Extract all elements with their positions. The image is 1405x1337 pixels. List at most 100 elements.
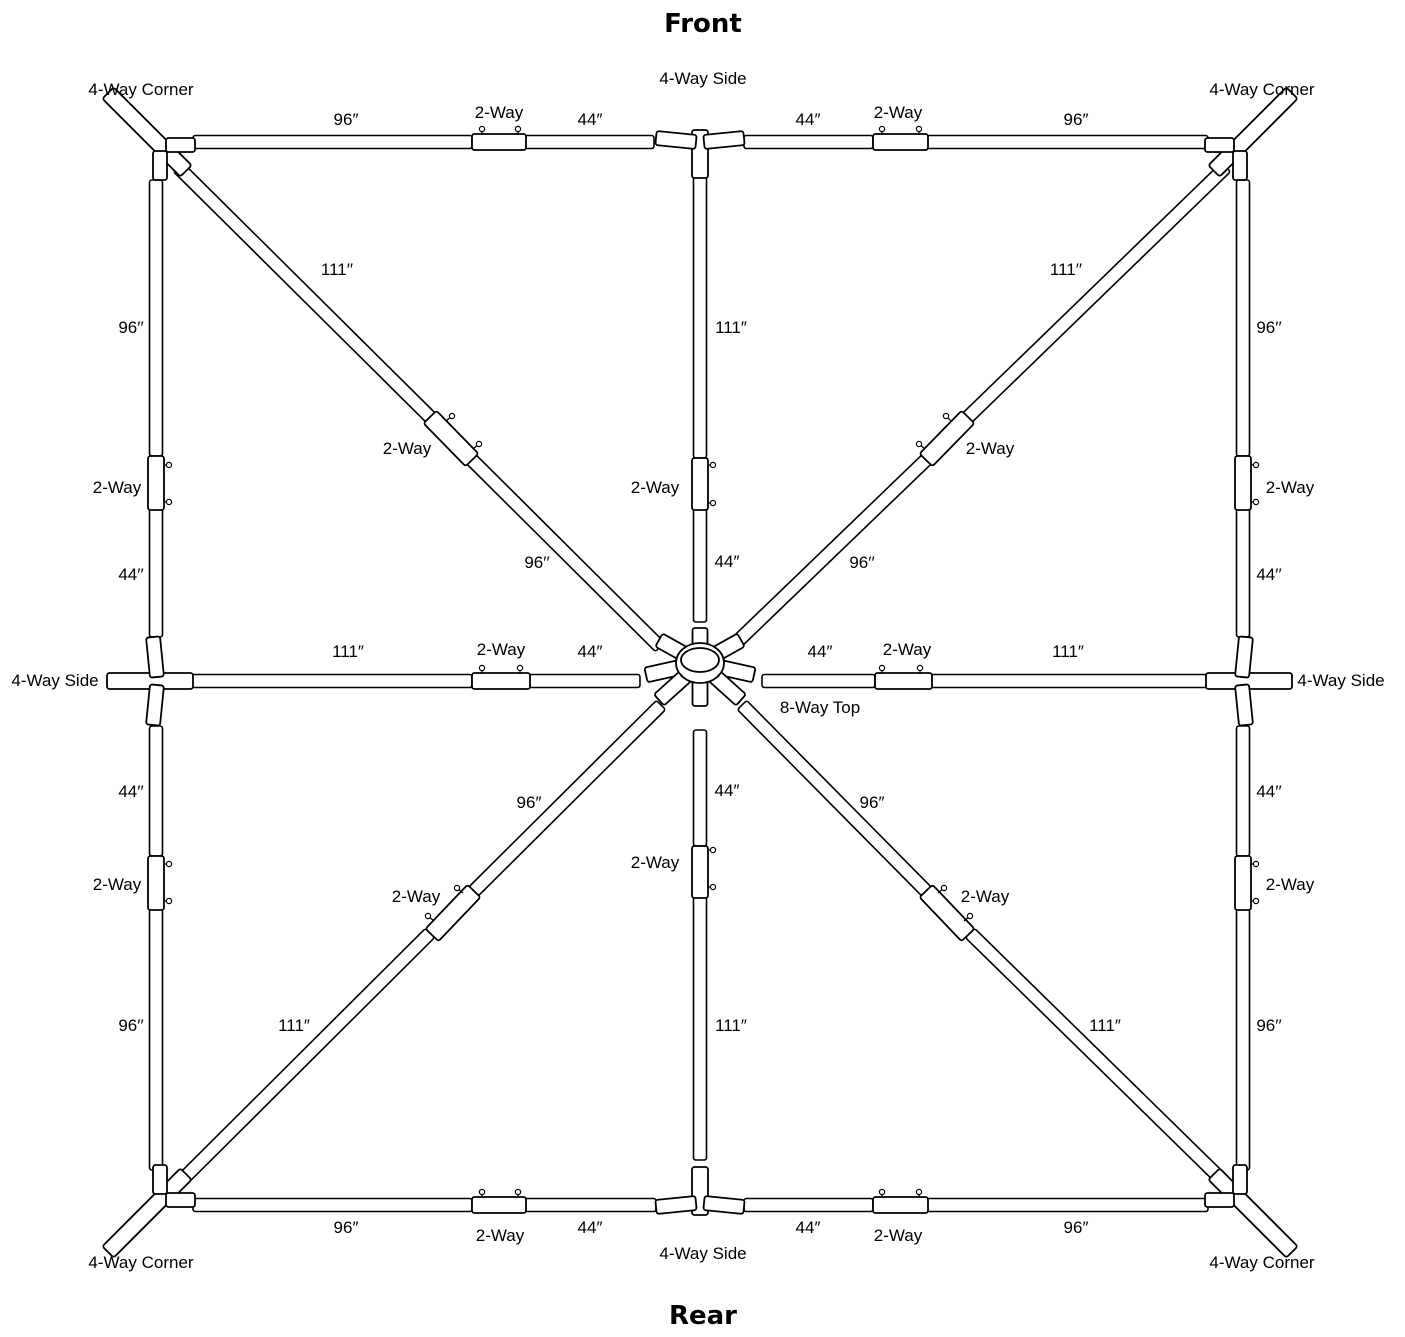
- pipe-right-upper-44-group: [1235, 507, 1251, 638]
- length-bottom-left-44: 44″: [578, 1218, 603, 1237]
- pin-top-left-b: [514, 125, 522, 133]
- length-right-lower-44: 44′′: [1256, 782, 1281, 801]
- length-left-lower-96: 96′′: [118, 1016, 143, 1035]
- length-center-upper-111: 111″: [715, 318, 747, 337]
- pipe-bottom-left-96: [192, 1197, 473, 1213]
- pipe-bottom-left-44-group: [523, 1197, 657, 1213]
- length-top-left-96: 96″: [334, 110, 359, 129]
- pin-mid-right-b: [916, 664, 924, 672]
- pin-mid-left-b: [516, 664, 524, 672]
- pin-diag-tl-a: [448, 412, 456, 420]
- pipe-bottom-left-96-group: [192, 1197, 473, 1213]
- length-top-left-44: 44″: [578, 110, 603, 129]
- fitting-corner-tr-v-group: [1232, 150, 1248, 181]
- pin-diag-tr-b: [915, 440, 923, 448]
- pipe-left-upper-96-group: [148, 179, 164, 457]
- fitting-side-bottom-right-group: [702, 1195, 746, 1215]
- pipe-mid-right-44-group: [761, 673, 876, 689]
- pipe-diag-tr-111: [961, 162, 1231, 424]
- pipe-diag-br-111: [965, 928, 1225, 1183]
- coupler-right-lower-group: [1234, 855, 1252, 911]
- fitting-corner-tr-diag: [1208, 87, 1298, 177]
- length-diag-br-111: 111″: [1089, 1016, 1121, 1035]
- coupler-bottom-right: [872, 1196, 929, 1214]
- coupler-top-left-group: [471, 133, 527, 151]
- length-bottom-left-96: 96″: [334, 1218, 359, 1237]
- fitting-side-bottom-left: [654, 1195, 698, 1215]
- label-2way-left-upper: 2-Way: [93, 478, 142, 497]
- fitting-corner-tr-v: [1232, 150, 1248, 181]
- pipe-diag-bl-111: [179, 928, 435, 1183]
- pipe-left-upper-44: [148, 507, 164, 638]
- fitting-corner-br-diag-group: [1208, 1168, 1298, 1258]
- pipe-diag-br-96: [737, 700, 933, 898]
- pin-diag-tl-b: [475, 440, 483, 448]
- pipe-diag-tr-96: [733, 453, 933, 646]
- pin-diag-tr-a: [942, 412, 950, 420]
- label-2way-bottom-right: 2-Way: [874, 1226, 923, 1245]
- pin-left-upper-a: [165, 461, 173, 469]
- pin-top-left-a: [478, 125, 486, 133]
- pipe-mid-left-44: [527, 673, 641, 689]
- coupler-bottom-left: [471, 1196, 527, 1214]
- pipe-right-upper-96-group: [1235, 179, 1251, 457]
- coupler-right-lower: [1234, 855, 1252, 911]
- coupler-diag-tr-group: [919, 410, 975, 467]
- pin-bottom-right-b: [915, 1188, 923, 1196]
- pipe-bottom-right-96: [925, 1197, 1209, 1213]
- length-diag-br-96: 96″: [860, 793, 885, 812]
- pipe-top-left-44-group: [523, 134, 655, 150]
- pipe-left-upper-96: [148, 179, 164, 457]
- pin-right-upper-b: [1252, 498, 1260, 506]
- coupler-mid-right: [874, 672, 933, 690]
- title-front: Front: [664, 9, 742, 39]
- fitting-corner-tl-v-group: [152, 150, 168, 181]
- fitting-corner-br-v: [1232, 1164, 1248, 1195]
- fitting-side-top-left-group: [654, 130, 698, 150]
- coupler-mid-right-group: [874, 672, 933, 690]
- label-2way-top-right: 2-Way: [874, 103, 923, 122]
- coupler-left-lower-group: [147, 855, 165, 911]
- pin-diag-bl-b: [424, 912, 432, 920]
- pipe-right-upper-44: [1235, 507, 1251, 638]
- length-right-upper-44: 44′′: [1256, 565, 1281, 584]
- length-bottom-right-44: 44″: [796, 1218, 821, 1237]
- pin-left-lower-b: [165, 897, 173, 905]
- coupler-diag-tl: [423, 410, 479, 467]
- pipe-right-lower-96: [1235, 907, 1251, 1171]
- length-bottom-right-96: 96″: [1064, 1218, 1089, 1237]
- fitting-corner-br-h: [1204, 1192, 1235, 1208]
- fitting-side-left-down: [145, 683, 165, 727]
- label-center-top: 8-Way Top: [780, 698, 860, 717]
- pipe-diag-tr-111-group: [961, 162, 1231, 424]
- fitting-corner-tl-v: [152, 150, 168, 181]
- label-corner-top-right: 4-Way Corner: [1209, 80, 1315, 99]
- pipe-diag-bl-111-group: [179, 928, 435, 1183]
- fitting-corner-tl-h-group: [165, 137, 196, 153]
- length-right-lower-96: 96′′: [1256, 1016, 1281, 1035]
- label-2way-top-left: 2-Way: [475, 103, 524, 122]
- label-2way-diag-top-left: 2-Way: [383, 439, 432, 458]
- label-2way-center-upper: 2-Way: [631, 478, 680, 497]
- pin-bottom-left-a: [478, 1188, 486, 1196]
- label-2way-bottom-left: 2-Way: [476, 1226, 525, 1245]
- fitting-corner-tr-diag-group: [1208, 87, 1298, 177]
- length-left-upper-44: 44′′: [118, 565, 143, 584]
- pipe-diag-br-96-group: [737, 700, 933, 898]
- pin-bottom-left-b: [514, 1188, 522, 1196]
- pipe-bottom-left-44: [523, 1197, 657, 1213]
- pin-diag-br-a: [940, 884, 948, 892]
- fitting-layer: [102, 87, 1298, 1258]
- label-side-bottom: 4-Way Side: [659, 1244, 746, 1263]
- pipe-right-lower-96-group: [1235, 907, 1251, 1171]
- label-2way-center-lower: 2-Way: [631, 853, 680, 872]
- pipe-mid-left-111-group: [188, 673, 473, 689]
- pipe-right-lower-44-group: [1235, 725, 1251, 857]
- pipe-top-right-44-group: [743, 134, 874, 150]
- pipe-diag-tr-96-group: [733, 453, 933, 646]
- pipe-right-upper-96: [1235, 179, 1251, 457]
- length-center-lower-111: 111″: [715, 1016, 747, 1035]
- length-mid-left-44: 44″: [578, 642, 603, 661]
- length-diag-tr-111: 111′′: [1050, 260, 1082, 279]
- pin-top-right-b: [915, 125, 923, 133]
